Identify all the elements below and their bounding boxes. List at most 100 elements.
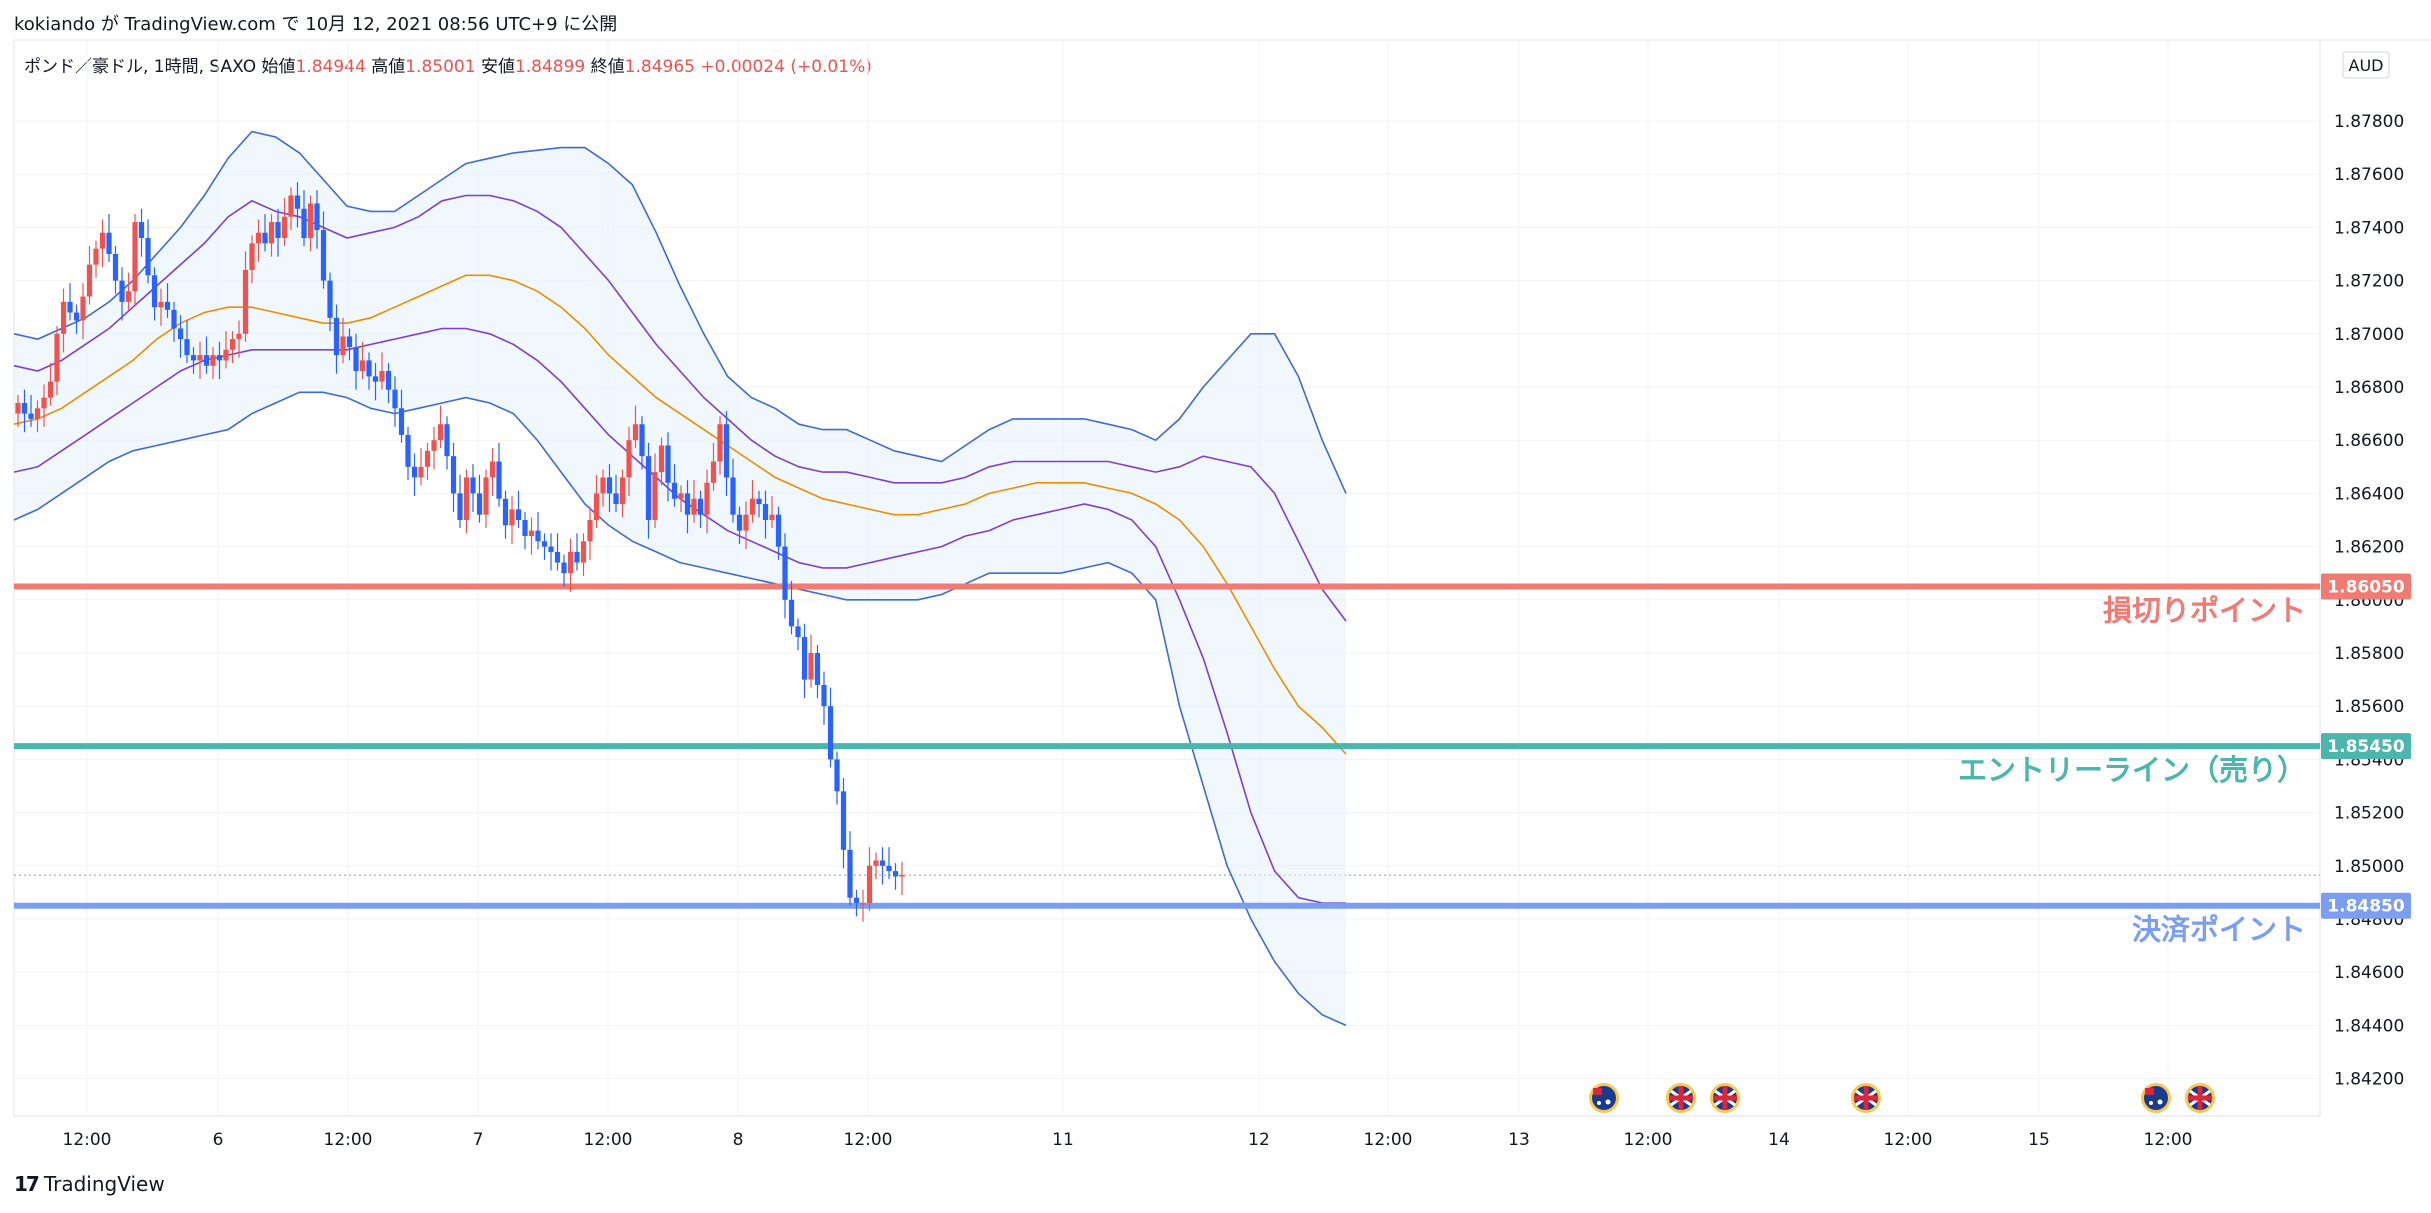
candle-body	[665, 445, 671, 483]
price-axis[interactable]: 1.842001.844001.846001.848001.850001.852…	[2334, 112, 2404, 1090]
candle	[281, 198, 288, 247]
currency-badge: AUD	[2342, 51, 2390, 79]
candle-body	[249, 243, 255, 270]
candle	[197, 341, 203, 380]
candle-body	[483, 477, 489, 515]
price-tag-bg	[2321, 892, 2411, 919]
uk-flag-icon[interactable]	[2185, 1083, 2215, 1113]
candle	[275, 208, 281, 257]
candle-body	[106, 232, 112, 254]
time-tick-label[interactable]: 7	[473, 1130, 484, 1150]
price-tick-label: 1.86800	[2334, 378, 2404, 398]
australia-flag-icon[interactable]	[2141, 1083, 2171, 1113]
time-tick-label[interactable]: 12:00	[1364, 1130, 1413, 1150]
candle	[515, 490, 522, 528]
time-tick-label[interactable]: 8	[733, 1130, 744, 1150]
candle-body	[405, 434, 411, 467]
australia-flag-icon[interactable]	[1589, 1083, 1619, 1113]
candle	[522, 512, 528, 550]
flag-star	[1605, 1099, 1611, 1105]
time-tick-label[interactable]: 13	[1508, 1130, 1530, 1150]
uk-flag-icon[interactable]	[1851, 1083, 1881, 1113]
candle-body	[866, 865, 873, 904]
time-tick-label[interactable]: 12:00	[324, 1130, 373, 1150]
time-tick-label[interactable]: 12:00	[844, 1130, 893, 1150]
candle	[379, 352, 385, 390]
price-tick-label: 1.86600	[2334, 431, 2404, 451]
candle-body	[353, 347, 359, 372]
candle-body	[652, 472, 658, 520]
candle	[834, 751, 840, 805]
time-tick-label[interactable]: 6	[213, 1130, 224, 1150]
time-tick-label[interactable]: 12:00	[1624, 1130, 1673, 1150]
candle	[457, 474, 463, 528]
stop-annotation: 損切りポイント	[2103, 594, 2306, 628]
candle-body	[320, 230, 327, 281]
uk-flag-icon[interactable]	[1710, 1083, 1740, 1113]
candle-body	[834, 759, 840, 792]
candle	[860, 889, 866, 922]
candle-body	[125, 291, 132, 302]
time-tick-label[interactable]: 14	[1768, 1130, 1790, 1150]
candle-body	[704, 482, 710, 515]
candle	[99, 219, 106, 268]
candle	[190, 347, 197, 374]
uk-flag-icon[interactable]	[1666, 1083, 1696, 1113]
candle-body	[775, 514, 782, 547]
candle-body	[60, 301, 67, 334]
candle	[723, 410, 730, 497]
candle-body	[366, 360, 372, 377]
candle-body	[808, 653, 814, 680]
candle	[411, 453, 418, 497]
candle	[678, 485, 684, 513]
candle	[80, 283, 86, 340]
candle	[632, 405, 639, 449]
candle-body	[262, 232, 268, 244]
candle	[340, 317, 346, 364]
candle-body	[892, 871, 899, 877]
time-tick-label[interactable]: 12:00	[63, 1130, 112, 1150]
candle-body	[223, 349, 229, 361]
candle	[665, 432, 671, 502]
candle-body	[288, 195, 294, 217]
candle	[236, 320, 242, 358]
candle	[483, 469, 489, 528]
candle	[405, 426, 411, 481]
candle-body	[242, 269, 249, 334]
candle-body	[359, 360, 366, 372]
price-tag-label: 1.84850	[2327, 897, 2405, 917]
candle	[73, 304, 80, 334]
price-tick-label: 1.84200	[2334, 1070, 2404, 1090]
flag-canton	[2145, 1088, 2154, 1095]
time-tick-label[interactable]: 11	[1052, 1130, 1074, 1150]
candle	[743, 501, 749, 550]
candle-body	[502, 498, 509, 526]
candle-body	[164, 301, 171, 310]
time-tick-label[interactable]: 12:00	[1884, 1130, 1933, 1150]
candle	[437, 405, 444, 449]
event-markers[interactable]	[1589, 1083, 2215, 1113]
time-axis[interactable]: 12:00 6 12:00 7 12:00 8 12:00 11 12 12:00 13 12:00 1…	[63, 1130, 2193, 1150]
close-value: 1.84965	[624, 57, 695, 77]
candle	[613, 474, 619, 513]
flag-canton	[1593, 1088, 1602, 1095]
time-tick-label[interactable]: 12:00	[2144, 1130, 2193, 1150]
candle	[710, 442, 717, 491]
candle-body	[801, 637, 808, 680]
candle	[424, 442, 431, 481]
time-tick-label[interactable]: 15	[2028, 1130, 2050, 1150]
candle-body	[470, 477, 476, 494]
candle-body	[619, 477, 626, 505]
candle-body	[28, 413, 34, 419]
candle-body	[678, 493, 684, 499]
time-tick-label[interactable]: 12:00	[584, 1130, 633, 1150]
candle	[853, 889, 860, 917]
footer-brand[interactable]: 17 TradingView	[14, 1172, 165, 1196]
candle-body	[743, 514, 749, 531]
tradingview-logo-icon: 17	[14, 1172, 40, 1196]
price-tick-label: 1.87200	[2334, 272, 2404, 292]
candle	[899, 861, 905, 896]
time-tick-label[interactable]: 12	[1248, 1130, 1270, 1150]
